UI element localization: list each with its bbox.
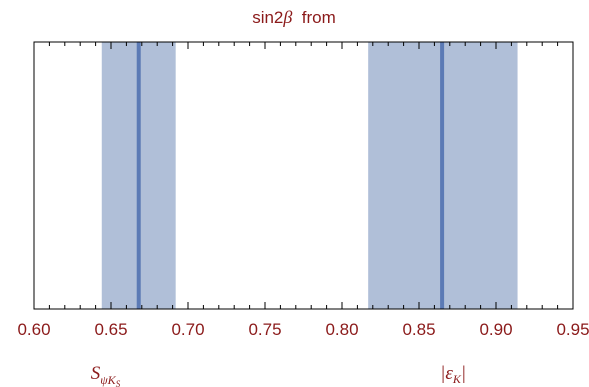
series-label-1: SψKS [91, 363, 121, 387]
x-tick-label: 0.70 [171, 320, 204, 339]
x-tick-label: 0.80 [325, 320, 358, 339]
chart-title-symbol: β [282, 7, 292, 27]
chart-title: sin2β from [252, 7, 336, 27]
chart-title-suffix: from [292, 8, 335, 27]
plot-area: 0.60 0.65 0.70 0.75 0.80 0.85 0.90 0.95 SψKS |εK| [17, 42, 589, 387]
x-tick-label: 0.60 [17, 320, 50, 339]
x-tick-label: 0.75 [248, 320, 281, 339]
x-tick-label: 0.85 [402, 320, 435, 339]
x-tick-label: 0.95 [556, 320, 589, 339]
x-tick-label: 0.65 [94, 320, 127, 339]
chart-title-prefix: sin2 [252, 8, 283, 27]
series-label-2: |εK| [440, 363, 466, 386]
x-tick-label: 0.90 [479, 320, 512, 339]
